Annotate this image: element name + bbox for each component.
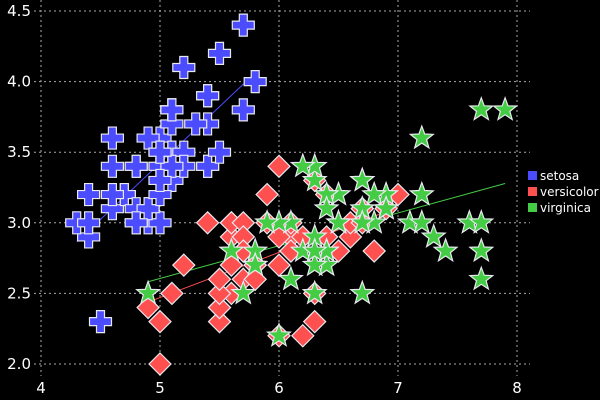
versicolor-point	[160, 281, 184, 306]
virginica-point	[301, 251, 328, 277]
versicolor-point	[148, 352, 172, 376]
virginica-point	[408, 180, 435, 206]
virginica-point	[492, 96, 519, 121]
setosa-point	[77, 211, 101, 235]
setosa-point	[136, 197, 160, 221]
versicolor-point	[148, 309, 172, 334]
setosa-point	[77, 182, 101, 207]
setosa-point	[231, 98, 255, 122]
setosa-point	[100, 182, 124, 207]
virginica-point	[254, 209, 281, 234]
virginica-point	[218, 237, 245, 263]
setosa-point	[231, 13, 255, 37]
virginica-point	[432, 237, 459, 263]
legend-swatch-versicolor	[528, 187, 537, 196]
setosa-point	[243, 70, 267, 94]
setosa-point	[148, 140, 172, 164]
virginica-point	[301, 166, 328, 192]
versicolor-point	[195, 210, 220, 235]
x-tick-label: 5	[155, 379, 165, 397]
setosa-point	[196, 84, 220, 108]
setosa-point	[148, 168, 172, 193]
virginica-point	[468, 265, 495, 291]
setosa-point	[207, 140, 232, 164]
setosa-point	[124, 154, 148, 178]
legend-swatch-setosa	[528, 171, 537, 180]
versicolor-point	[267, 253, 291, 278]
setosa-point	[184, 112, 208, 136]
setosa-point	[172, 55, 196, 80]
virginica-point	[242, 251, 269, 277]
virginica-point	[361, 180, 388, 206]
y-tick-label: 4.5	[7, 2, 31, 20]
virginica-point	[373, 194, 400, 220]
versicolor-point	[267, 154, 291, 179]
versicolor-point	[207, 267, 232, 292]
legend-swatch-virginica	[528, 203, 537, 212]
virginica-point	[408, 209, 435, 234]
virginica-point	[468, 96, 495, 121]
versicolor-point	[362, 239, 387, 263]
virginica-point	[408, 124, 435, 150]
x-tick-label: 6	[274, 379, 284, 397]
y-tick-label: 2.0	[7, 355, 31, 373]
virginica-point	[135, 279, 162, 305]
setosa-point	[100, 154, 124, 178]
virginica-point	[277, 265, 304, 291]
virginica-point	[230, 279, 257, 305]
setosa-point	[160, 98, 184, 122]
virginica-point	[325, 209, 352, 234]
setosa-point	[100, 126, 124, 150]
versicolor-point	[207, 309, 232, 334]
legend-label-setosa: setosa	[540, 169, 579, 183]
virginica-point	[468, 237, 495, 263]
virginica-point	[349, 279, 376, 305]
y-tick-label: 3.5	[7, 143, 31, 161]
virginica-point	[349, 166, 376, 192]
legend-label-versicolor: versicolor	[540, 185, 599, 199]
versicolor-point	[290, 323, 315, 348]
x-tick-label: 4	[36, 379, 46, 397]
virginica-point	[301, 237, 328, 263]
versicolor-point	[255, 182, 279, 207]
y-tick-label: 2.5	[7, 284, 31, 302]
setosa-point	[196, 154, 220, 178]
setosa-point	[88, 310, 113, 334]
virginica-point	[301, 279, 328, 305]
data-points	[65, 13, 519, 376]
setosa-point	[207, 41, 232, 65]
setosa-point	[124, 211, 148, 235]
y-tick-label: 3.0	[7, 214, 31, 232]
x-tick-label: 8	[512, 379, 522, 397]
x-tick-label: 7	[393, 379, 403, 397]
legend: setosa versicolor virginica	[528, 169, 599, 215]
versicolor-point	[243, 267, 268, 292]
tick-labels: 4 5 6 7 8 2.0 2.5 3.0 3.5 4.0 4.5	[7, 2, 522, 397]
y-tick-label: 4.0	[7, 73, 31, 91]
versicolor-point	[207, 295, 232, 320]
virginica-point	[468, 209, 495, 234]
versicolor-point	[171, 253, 196, 278]
virginica-point	[265, 322, 293, 347]
legend-label-virginica: virginica	[540, 201, 591, 215]
virginica-point	[420, 223, 447, 248]
virginica-point	[313, 194, 340, 220]
virginica-point	[289, 152, 316, 178]
setosa-trend-line	[76, 72, 256, 243]
versicolor-point	[207, 281, 232, 306]
versicolor-point	[302, 309, 327, 334]
virginica-point	[349, 209, 376, 234]
